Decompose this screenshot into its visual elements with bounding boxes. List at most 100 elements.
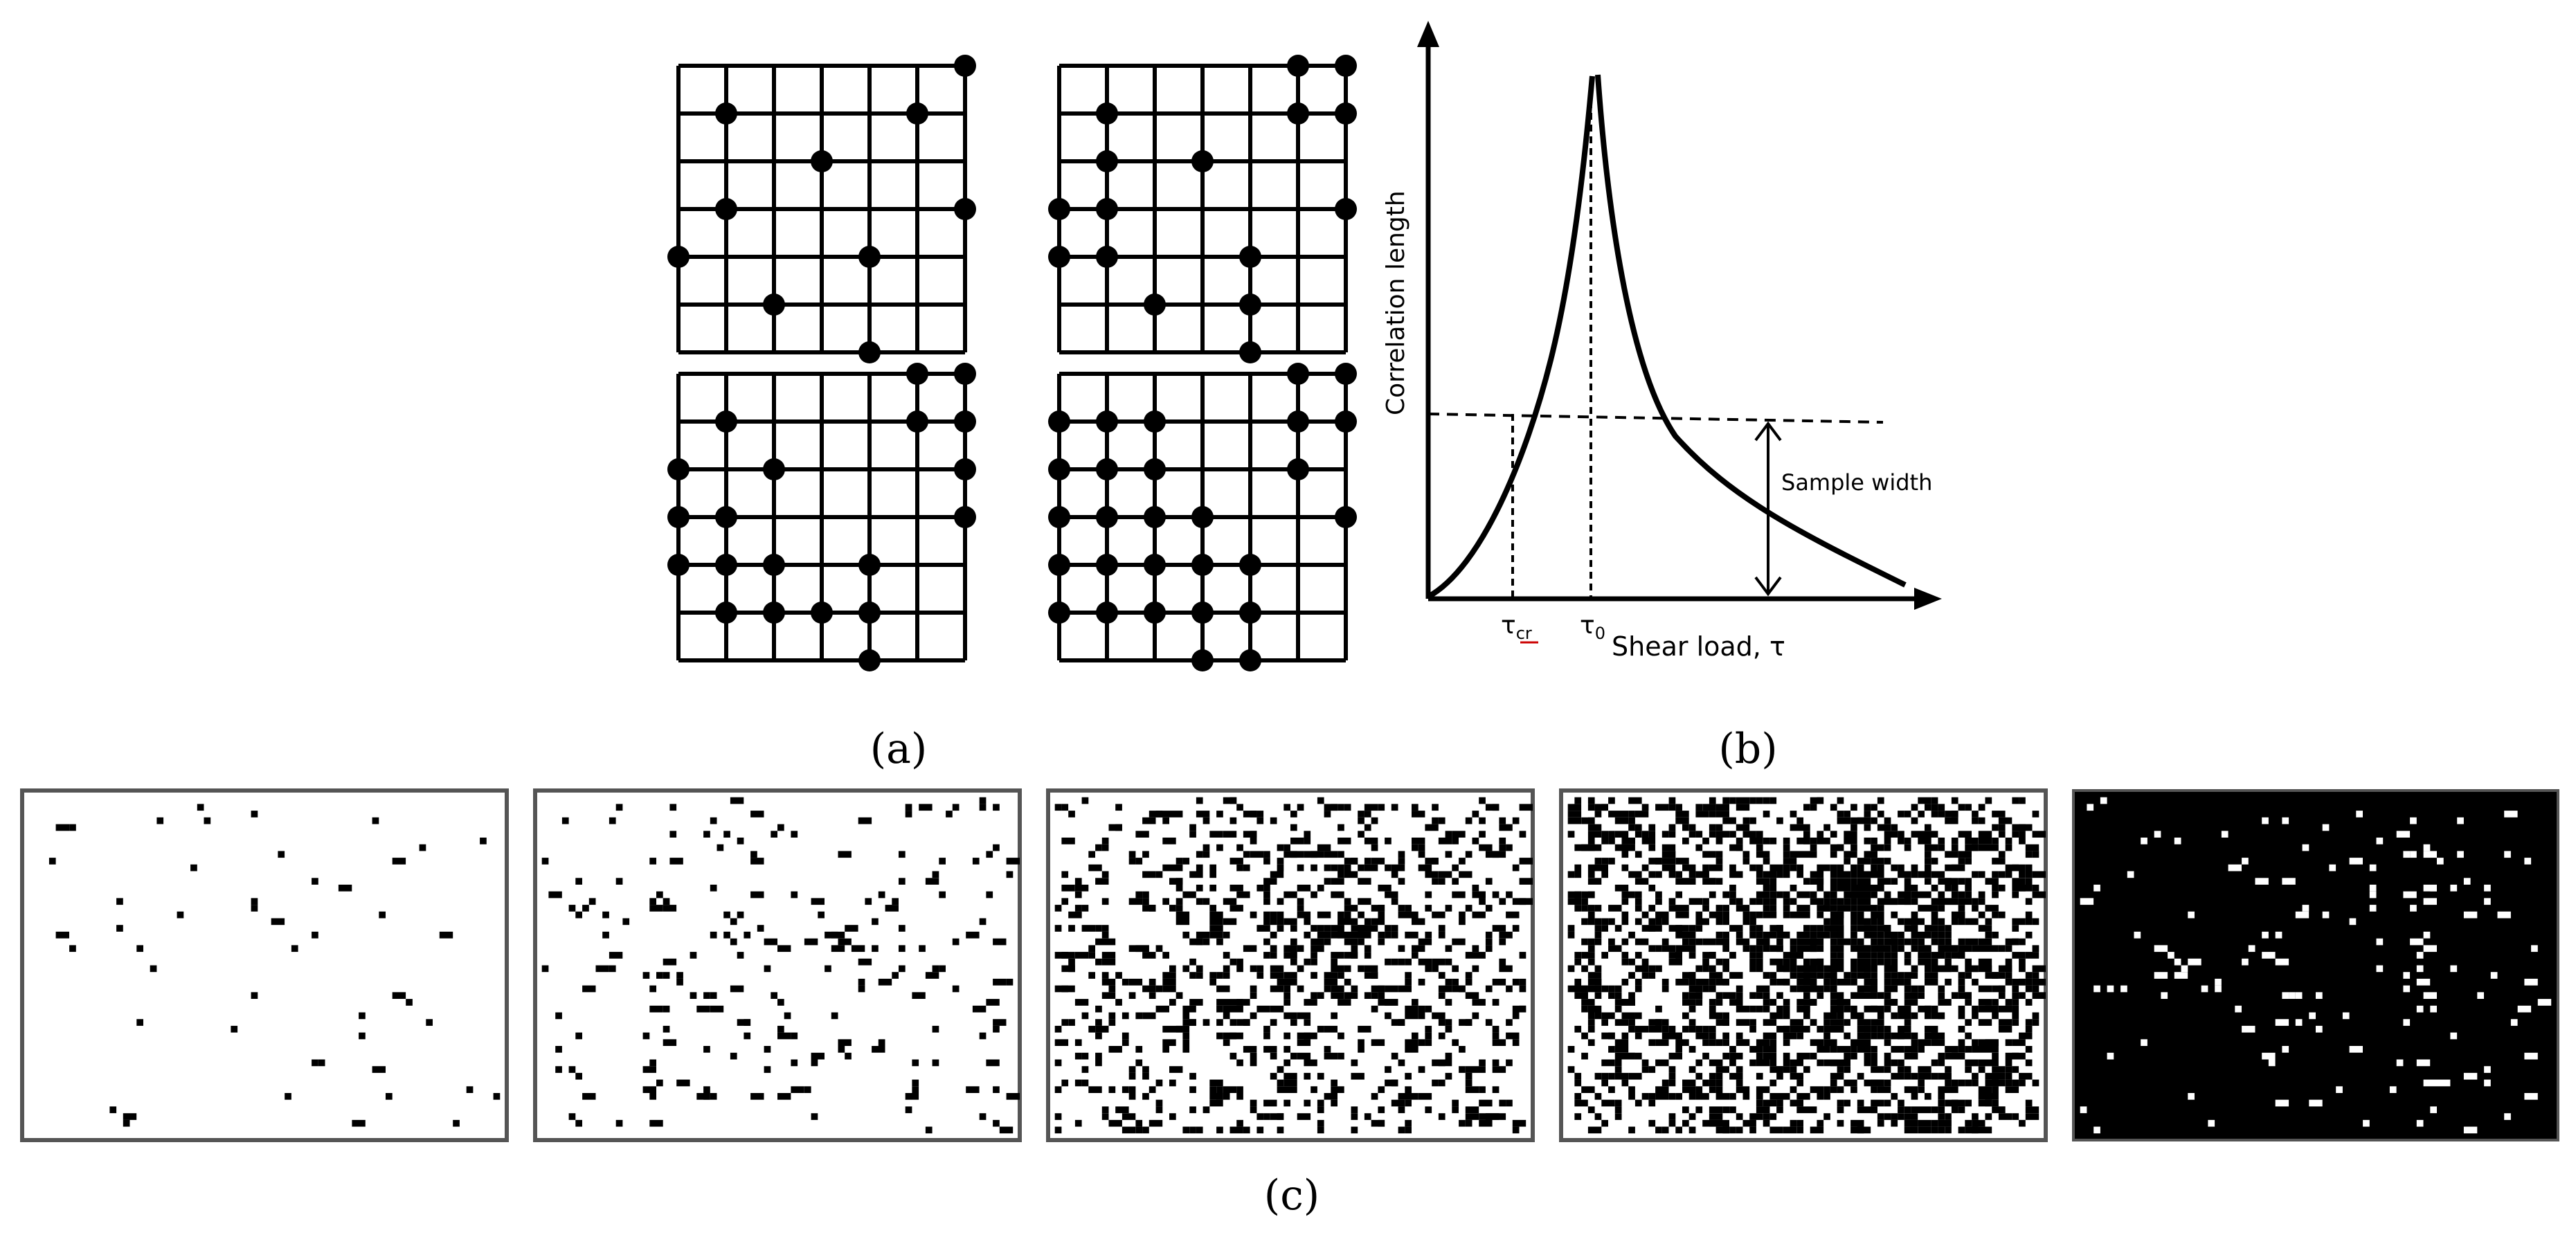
failed-cell — [1270, 817, 1277, 824]
failed-cell — [2369, 891, 2377, 899]
failed-cell — [1668, 905, 1682, 912]
occupied-site — [858, 602, 881, 624]
failed-cell — [1128, 851, 1136, 858]
failed-cell — [1257, 1126, 1264, 1134]
failed-cell — [1236, 1019, 1250, 1026]
failed-cell — [1898, 811, 1904, 818]
failed-cell — [1351, 858, 1358, 865]
failed-cell — [1621, 958, 1629, 966]
failed-cell — [730, 985, 744, 993]
failed-cell — [1938, 992, 1945, 999]
failed-cell — [1122, 1086, 1129, 1093]
failed-cell — [1736, 1079, 1743, 1087]
failed-cell — [1998, 817, 2012, 824]
failed-cell — [1898, 864, 1904, 872]
failed-cell — [1877, 905, 1884, 912]
failed-cell — [1641, 864, 1649, 872]
failed-cell — [1203, 1019, 1210, 1026]
failed-cell — [1634, 831, 1642, 838]
failed-cell — [1095, 925, 1102, 932]
failed-cell — [1391, 958, 1398, 966]
failed-cell — [1911, 817, 1918, 824]
failed-cell — [1209, 1079, 1223, 1087]
failed-cell — [1385, 931, 1391, 939]
failed-cell — [1830, 831, 1837, 838]
failed-cell — [764, 1066, 771, 1073]
failed-cell — [2295, 911, 2309, 919]
failed-cell — [1675, 931, 1682, 939]
failed-cell — [1263, 911, 1270, 919]
failed-cell — [1790, 1059, 1803, 1067]
failed-cell — [1270, 965, 1284, 973]
failed-cell — [2188, 1093, 2195, 1100]
failed-cell — [1864, 811, 1871, 818]
failed-cell — [1095, 938, 1109, 946]
failed-cell — [1810, 965, 1817, 973]
failed-cell — [1918, 811, 1925, 818]
failed-cell — [1068, 911, 1082, 919]
failed-cell — [1817, 1046, 1830, 1053]
occupied-site — [1335, 506, 1357, 528]
failed-cell — [1911, 945, 1918, 952]
failed-cell — [1162, 817, 1169, 824]
failed-cell — [1108, 1012, 1116, 1020]
failed-cell — [1412, 804, 1418, 811]
failed-cell — [1769, 1093, 1783, 1100]
failed-cell — [2032, 811, 2039, 818]
failed-cell — [1371, 817, 1378, 824]
failed-cell — [1108, 1086, 1116, 1093]
failed-cell — [1958, 1126, 1965, 1134]
failed-cell — [1891, 824, 1898, 831]
failed-cell — [1688, 952, 1696, 959]
failed-cell — [1702, 1025, 1709, 1033]
y-axis-label: Correlation length — [1382, 190, 1410, 415]
failed-cell — [1904, 1119, 1918, 1127]
failed-cell — [1512, 1126, 1520, 1134]
failed-cell — [1257, 925, 1270, 932]
failed-cell — [1985, 925, 1992, 932]
failed-cell — [1655, 1059, 1669, 1067]
failed-cell — [1749, 952, 1756, 959]
failed-cell — [696, 1093, 710, 1100]
failed-cell — [710, 817, 717, 824]
failed-cell — [1850, 972, 1857, 979]
failed-cell — [1891, 1059, 1898, 1067]
occupied-site — [1096, 198, 1118, 220]
failed-cell — [1608, 811, 1622, 818]
failed-cell — [710, 1005, 724, 1013]
failed-cell — [2322, 911, 2330, 919]
failed-cell — [1891, 864, 1898, 872]
failed-cell — [1567, 965, 1575, 973]
occupied-site — [715, 410, 737, 433]
failed-cell — [2282, 878, 2296, 885]
failed-cell — [1216, 1086, 1223, 1093]
failed-cell — [1695, 831, 1703, 838]
failed-cell — [1810, 804, 1817, 811]
failed-cell — [1594, 905, 1602, 912]
failed-cell — [1776, 817, 1783, 824]
failed-cell — [1337, 1032, 1344, 1040]
failed-cell — [2012, 1005, 2019, 1013]
failed-cell — [1492, 978, 1506, 986]
failed-cell — [1682, 864, 1696, 872]
failed-cell — [1115, 804, 1122, 811]
failed-cell — [1803, 1106, 1817, 1114]
failed-cell — [2019, 831, 2026, 838]
failed-cell — [1263, 858, 1270, 865]
simulation-frame-3 — [1046, 788, 1535, 1142]
failed-cell — [1128, 858, 1136, 865]
failed-cell — [966, 931, 980, 939]
failed-cell — [1998, 972, 2006, 979]
failed-cell — [1655, 891, 1662, 899]
failed-cell — [1216, 999, 1230, 1006]
failed-cell — [1796, 1072, 1803, 1080]
failed-cell — [1223, 952, 1230, 959]
failed-cell — [1661, 844, 1676, 851]
failed-cell — [1290, 851, 1304, 858]
failed-cell — [1702, 871, 1709, 878]
failed-cell — [1992, 885, 1999, 892]
failed-cell — [1830, 985, 1837, 993]
failed-cell — [1992, 1079, 2006, 1087]
failed-cell — [946, 811, 953, 818]
failed-cell — [825, 965, 831, 973]
